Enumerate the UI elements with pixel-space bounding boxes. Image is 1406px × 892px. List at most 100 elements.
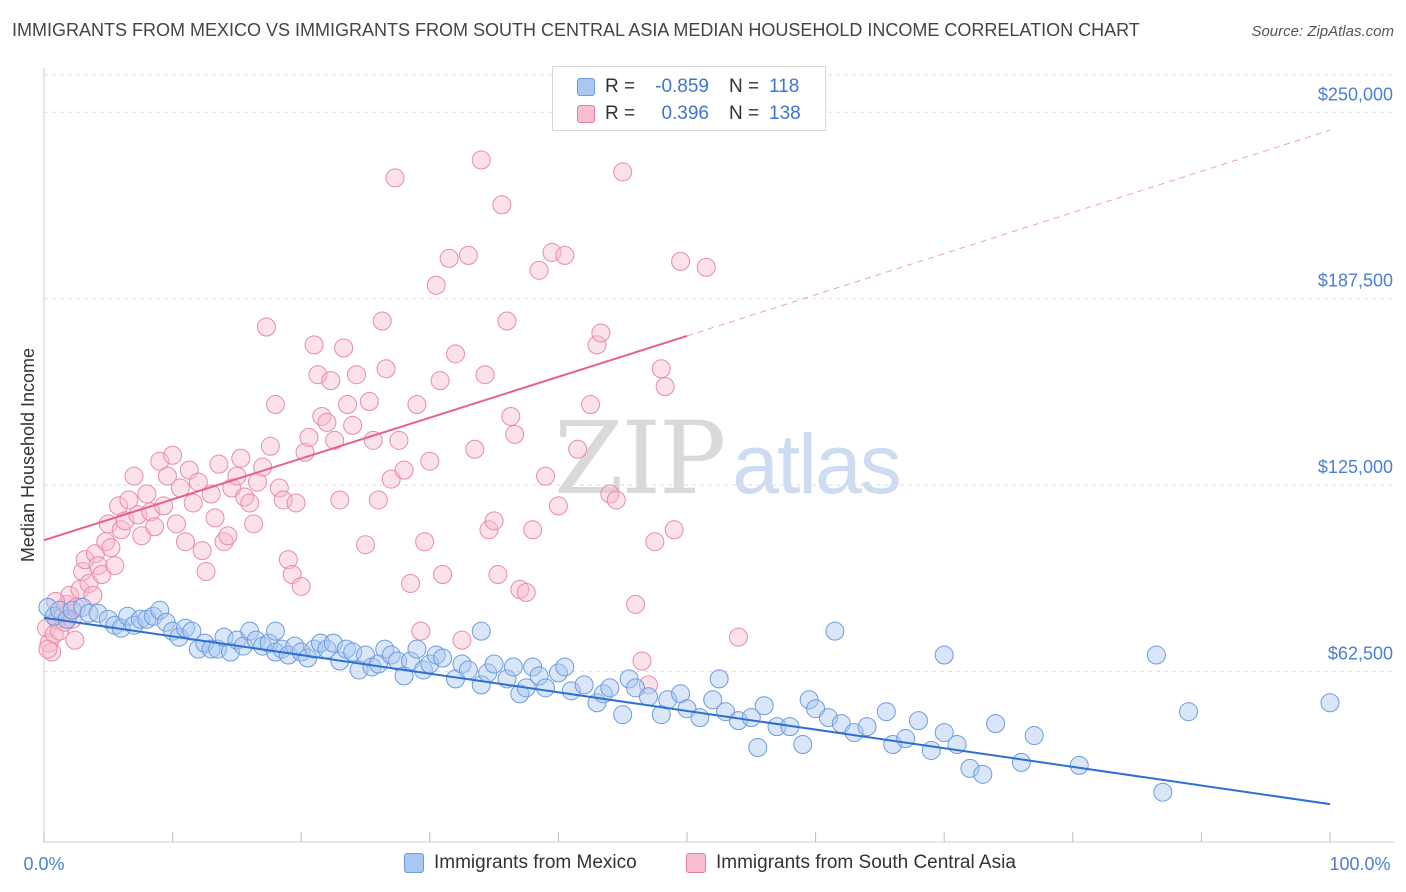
legend-label-sca: Immigrants from South Central Asia: [716, 852, 1016, 873]
sca-point: [183, 493, 203, 513]
sca-point: [587, 335, 607, 355]
sca-point: [475, 365, 495, 385]
sca-point: [119, 490, 139, 510]
mexico-point: [150, 600, 170, 620]
mexico-point: [709, 669, 729, 689]
sca-point: [356, 535, 375, 555]
sca-point: [536, 466, 556, 486]
legend-item-sca[interactable]: Immigrants from South Central Asia: [686, 852, 1016, 874]
sca-point: [312, 406, 332, 426]
legend-row-mexico: R = -0.859 N = 118: [553, 73, 799, 101]
sca-point: [626, 594, 646, 614]
sca-trend-line: [43, 334, 688, 542]
sca-point: [426, 275, 446, 295]
sca-point: [334, 338, 354, 358]
mexico-point: [503, 657, 523, 677]
mexico-point: [407, 639, 427, 659]
sca-point: [157, 466, 177, 486]
sca-point: [411, 621, 431, 641]
mexico-point: [265, 621, 285, 641]
sca-point: [325, 430, 345, 450]
mexico-point: [818, 708, 838, 728]
watermark-atlas: atlas: [732, 417, 901, 511]
legend-item-mexico[interactable]: Immigrants from Mexico: [404, 852, 637, 874]
y-tick-label: $250,000: [1318, 84, 1393, 104]
mexico-point: [574, 675, 594, 695]
mexico-point: [638, 687, 658, 707]
sca-point: [150, 451, 170, 471]
legend-n-label: N =: [729, 76, 760, 97]
sca-point: [343, 415, 363, 435]
y-tick-label: $187,500: [1318, 271, 1393, 291]
mexico-point: [934, 723, 954, 743]
sca-point: [645, 532, 665, 552]
mexico-point: [471, 621, 491, 641]
legend-n-value: 138: [769, 103, 801, 124]
tick-labels: $62,500 $125,000 $187,500 $250,000 0.0% 100.0…: [18, 84, 1393, 874]
sca-point: [568, 439, 588, 459]
sca-point: [291, 576, 311, 596]
sca-point: [529, 260, 549, 280]
sca-point: [163, 445, 183, 465]
mexico-point: [343, 642, 363, 662]
mexico-point: [1024, 726, 1044, 746]
sca-point: [273, 490, 293, 510]
sca-point: [368, 490, 388, 510]
mexico-point: [1069, 755, 1089, 775]
sca-point: [192, 541, 212, 561]
mexico-point: [1153, 782, 1173, 802]
y-tick-label: $62,500: [1328, 643, 1393, 663]
series-legend: Immigrants from Mexico Immigrants from S…: [0, 852, 1406, 878]
mexico-point: [896, 729, 916, 749]
sca-point: [471, 150, 491, 170]
sca-point: [330, 490, 350, 510]
sca-point: [299, 427, 319, 447]
mexico-point: [130, 609, 150, 629]
sca-point: [401, 573, 421, 593]
legend-label-mexico: Immigrants from Mexico: [434, 852, 637, 873]
sca-point: [664, 520, 684, 540]
sca-point: [606, 490, 626, 510]
sca-point: [209, 454, 229, 474]
sca-point: [166, 514, 186, 534]
mexico-points-group: [38, 597, 1340, 802]
mexico-point: [529, 666, 549, 686]
sca-point: [415, 532, 435, 552]
sca-point: [728, 627, 748, 647]
chart-title: IMMIGRANTS FROM MEXICO VS IMMIGRANTS FRO…: [12, 20, 1140, 40]
sca-point: [75, 550, 95, 570]
mexico-point: [908, 711, 928, 731]
mexico-point: [876, 702, 896, 722]
sca-point: [407, 395, 427, 415]
mexico-point: [555, 657, 575, 677]
sca-point: [505, 424, 525, 444]
sca-point: [497, 311, 517, 331]
sca-point: [321, 371, 341, 391]
sca-point: [256, 317, 276, 337]
mexico-point: [844, 723, 864, 743]
sca-point: [655, 377, 675, 397]
mexico-point: [793, 734, 813, 754]
mexico-point: [973, 764, 993, 784]
sca-point: [60, 585, 80, 605]
sca-point: [433, 565, 453, 585]
sca-point: [38, 639, 58, 659]
sca-point: [235, 487, 255, 507]
mexico-point: [703, 690, 723, 710]
sca-point: [124, 466, 144, 486]
y-axis-title: Median Household Income: [18, 348, 38, 562]
sca-point: [49, 621, 69, 641]
sca-point: [278, 550, 298, 570]
sca-point: [542, 242, 562, 262]
zipatlas-watermark: ZIPatlas: [554, 400, 902, 517]
legend-swatch-mexico: [577, 78, 595, 96]
sca-point: [488, 565, 508, 585]
mexico-point: [934, 645, 954, 665]
legend-r-label: R =: [605, 76, 636, 97]
sca-point: [128, 505, 148, 525]
sca-point: [651, 359, 671, 379]
sca-point: [265, 395, 285, 415]
mexico-trend-line: [43, 616, 1331, 806]
sca-point: [260, 436, 280, 456]
